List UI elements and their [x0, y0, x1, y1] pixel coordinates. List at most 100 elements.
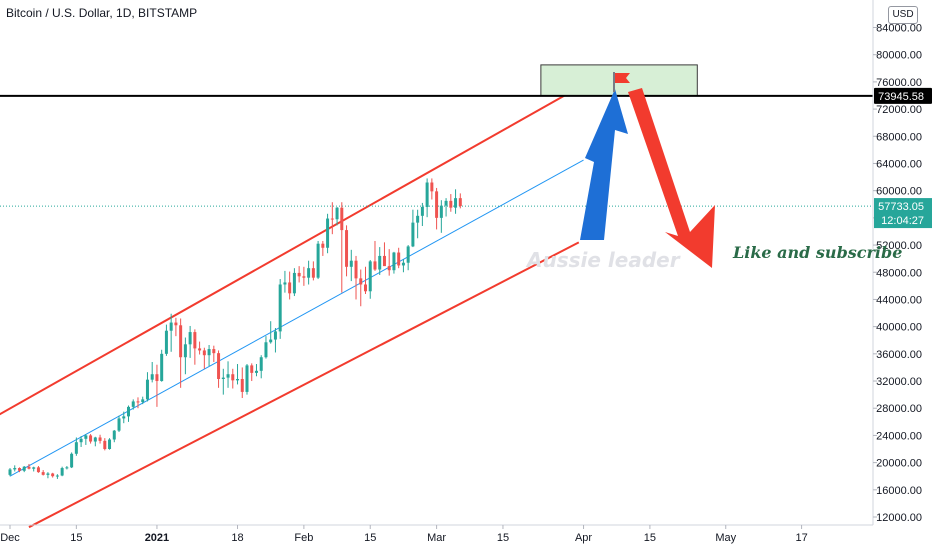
candle-body: [179, 325, 183, 358]
candle-body: [406, 246, 410, 263]
x-tick-label: 15: [70, 532, 82, 544]
y-tick-label: 76000.00: [876, 77, 922, 89]
candle-body: [340, 207, 344, 231]
candle-body: [259, 357, 263, 371]
y-tick-label: 44000.00: [876, 294, 922, 306]
candle-body: [84, 435, 88, 439]
price-axis[interactable]: 84000.00 80000.00 76000.00 72000.00 68000.00…: [872, 0, 932, 525]
candle-body: [326, 218, 330, 248]
candle-body: [416, 215, 420, 223]
x-tick-label: 18: [231, 532, 243, 544]
candle-body: [136, 401, 140, 403]
candle-body: [288, 282, 292, 294]
candle-body: [93, 437, 97, 442]
y-tick-label: 32000.00: [876, 376, 922, 388]
y-tick-label: 60000.00: [876, 186, 922, 198]
y-tick-label: 16000.00: [876, 485, 922, 497]
candle-body: [387, 266, 391, 271]
y-tick-label: 28000.00: [876, 403, 922, 415]
candle-body: [321, 243, 325, 248]
candle-body: [449, 200, 453, 208]
candle-body: [297, 272, 301, 277]
candle-body: [70, 453, 74, 468]
subscribe-annotation: Like and subscribe: [733, 243, 903, 262]
x-tick-label: May: [715, 532, 736, 544]
y-tick-label: 48000.00: [876, 267, 922, 279]
x-tick-label: Mar: [427, 532, 446, 544]
candle-body: [60, 468, 64, 476]
candle-body: [98, 437, 102, 441]
candle-body: [364, 284, 367, 292]
candle-body: [264, 342, 268, 358]
x-tick-label: Feb: [294, 532, 313, 544]
candle-body: [202, 350, 206, 356]
currency-button[interactable]: USD: [888, 6, 918, 24]
candle-body: [420, 206, 424, 216]
y-tick-label: 80000.00: [876, 50, 922, 62]
countdown-text: 12:04:27: [881, 215, 924, 227]
channel-lower-line: [28, 241, 580, 529]
channel-upper-line: [0, 94, 566, 416]
candle-body: [127, 406, 130, 417]
candle-body: [335, 207, 339, 220]
candle-body: [292, 272, 296, 294]
candle-body: [221, 377, 225, 379]
last-price-bg: [874, 198, 932, 229]
y-tick-label: 36000.00: [876, 349, 922, 361]
candle-body: [345, 230, 349, 267]
horizontal-line-price-label-text: 73945.58: [878, 91, 924, 103]
candle-body: [36, 467, 40, 473]
candle-body: [174, 322, 178, 326]
candle-body: [131, 401, 135, 407]
y-tick-label: 52000.00: [876, 240, 922, 252]
candle-body: [117, 418, 121, 431]
y-tick-label: 40000.00: [876, 322, 922, 334]
candle-body: [454, 198, 458, 208]
candle-body: [278, 284, 282, 332]
candle-body: [13, 468, 17, 470]
last-price-text: 57733.05: [878, 201, 924, 213]
candle-body: [354, 260, 358, 279]
candle-body: [359, 278, 363, 285]
candle-body: [444, 200, 448, 206]
candle-body: [435, 191, 439, 218]
candle-body: [22, 466, 26, 471]
candle-body: [411, 222, 415, 247]
y-tick-label: 20000.00: [876, 458, 922, 470]
candle-body: [250, 365, 254, 373]
candle-body: [188, 332, 192, 345]
up-arrow: [580, 89, 628, 240]
candle-body: [207, 349, 211, 356]
time-axis[interactable]: Dec 15 2021 18 Feb 15 Mar 15 Apr 15 May 17: [0, 524, 873, 544]
candle-body: [141, 399, 145, 403]
x-tick-label: 17: [795, 532, 807, 544]
candle-body: [169, 322, 173, 331]
watermark: Aussie leader: [525, 248, 681, 272]
candle-body: [439, 205, 443, 218]
candle-body: [382, 255, 386, 267]
candle-body: [349, 260, 353, 267]
flag-icon: [615, 73, 630, 83]
y-tick-label: 84000.00: [876, 23, 922, 35]
candle-body: [27, 466, 31, 469]
channel-midline: [9, 159, 584, 477]
candle-body: [55, 475, 59, 477]
candle-body: [283, 282, 287, 285]
y-tick-label: 24000.00: [876, 430, 922, 442]
last-price-label: 57733.05 12:04:27: [874, 198, 932, 229]
candle-body: [373, 261, 377, 270]
candle-body: [226, 374, 230, 378]
down-arrow: [628, 88, 715, 268]
x-tick-label: Apr: [575, 532, 592, 544]
y-tick-label: 72000.00: [876, 104, 922, 116]
candle-body: [160, 353, 164, 382]
candle-body: [8, 469, 12, 475]
candles: [8, 178, 462, 479]
candle-body: [368, 261, 372, 292]
candle-body: [51, 473, 55, 477]
candle-body: [273, 331, 277, 340]
candle-body: [32, 467, 36, 469]
candle-body: [397, 252, 401, 266]
chart-title: Bitcoin / U.S. Dollar, 1D, BITSTAMP: [6, 6, 198, 20]
